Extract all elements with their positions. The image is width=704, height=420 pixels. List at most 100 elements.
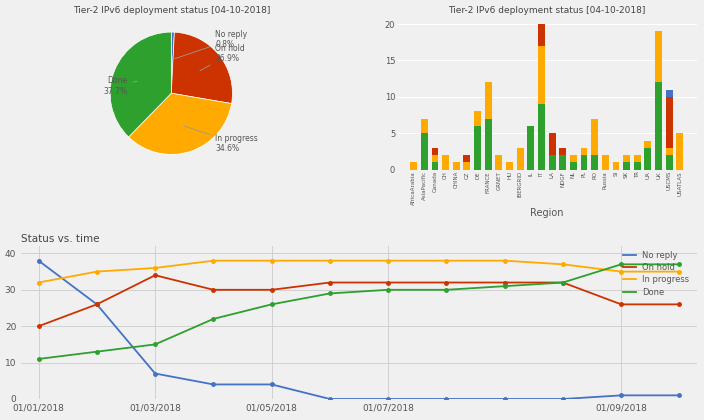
Wedge shape <box>110 32 171 137</box>
Bar <box>666 97 672 148</box>
No reply <box>675 393 684 398</box>
Text: On hold
26.9%: On hold 26.9% <box>200 44 245 71</box>
Bar <box>602 155 609 170</box>
Done <box>617 262 625 267</box>
Done <box>675 262 684 267</box>
Bar <box>506 163 513 170</box>
On hold <box>675 302 684 307</box>
Done <box>209 316 218 321</box>
Line: On hold: On hold <box>37 273 681 328</box>
In progress <box>559 262 567 267</box>
In progress <box>617 269 625 274</box>
Wedge shape <box>171 32 232 104</box>
Text: Status vs. time: Status vs. time <box>21 234 100 244</box>
On hold <box>268 287 276 292</box>
Done <box>34 357 43 362</box>
Bar <box>655 82 662 170</box>
Bar <box>666 89 672 97</box>
Bar <box>634 155 641 163</box>
Bar <box>666 155 672 170</box>
On hold <box>384 280 392 285</box>
Bar <box>655 32 662 82</box>
On hold <box>151 273 159 278</box>
Bar <box>570 155 577 163</box>
Bar <box>527 126 534 170</box>
In progress <box>442 258 451 263</box>
Bar <box>581 155 588 170</box>
Bar <box>623 163 630 170</box>
Bar <box>474 126 481 170</box>
Bar <box>666 148 672 155</box>
Line: No reply: No reply <box>37 259 681 401</box>
Bar <box>442 155 449 170</box>
Bar <box>559 155 566 170</box>
Done <box>384 287 392 292</box>
Bar <box>421 119 428 133</box>
On hold <box>559 280 567 285</box>
In progress <box>675 269 684 274</box>
Bar <box>538 104 545 170</box>
Bar <box>634 163 641 170</box>
Done <box>559 280 567 285</box>
No reply <box>209 382 218 387</box>
X-axis label: Region: Region <box>530 207 563 218</box>
Bar <box>463 155 470 163</box>
In progress <box>34 280 43 285</box>
Bar <box>538 24 545 46</box>
Bar <box>485 82 491 119</box>
Bar <box>432 155 439 163</box>
No reply <box>442 396 451 402</box>
No reply <box>384 396 392 402</box>
Text: No reply
0.8%: No reply 0.8% <box>175 30 248 59</box>
In progress <box>93 269 101 274</box>
Bar <box>432 163 439 170</box>
Bar <box>559 148 566 155</box>
In progress <box>384 258 392 263</box>
Done <box>501 284 509 289</box>
Bar <box>421 133 428 170</box>
No reply <box>268 382 276 387</box>
In progress <box>501 258 509 263</box>
No reply <box>151 371 159 376</box>
Bar <box>591 155 598 170</box>
Title: Tier-2 IPv6 deployment status [04-10-2018]: Tier-2 IPv6 deployment status [04-10-201… <box>73 5 270 15</box>
Line: In progress: In progress <box>37 259 681 284</box>
Bar <box>570 163 577 170</box>
No reply <box>617 393 625 398</box>
Text: Done
37.7%: Done 37.7% <box>103 76 137 96</box>
Line: Done: Done <box>37 262 681 361</box>
No reply <box>501 396 509 402</box>
Done <box>93 349 101 354</box>
On hold <box>501 280 509 285</box>
No reply <box>34 258 43 263</box>
No reply <box>559 396 567 402</box>
On hold <box>617 302 625 307</box>
Bar <box>612 163 620 170</box>
Wedge shape <box>171 32 175 93</box>
Bar <box>548 155 555 170</box>
No reply <box>93 302 101 307</box>
Bar <box>623 155 630 163</box>
In progress <box>268 258 276 263</box>
Done <box>268 302 276 307</box>
On hold <box>93 302 101 307</box>
Title: Tier-2 IPv6 deployment status [04-10-2018]: Tier-2 IPv6 deployment status [04-10-201… <box>448 5 646 15</box>
Bar <box>410 163 417 170</box>
On hold <box>34 324 43 329</box>
Bar <box>432 148 439 155</box>
In progress <box>326 258 334 263</box>
No reply <box>326 396 334 402</box>
On hold <box>326 280 334 285</box>
Bar <box>591 119 598 155</box>
Legend: No reply, On hold, In progress, Done: No reply, On hold, In progress, Done <box>620 247 693 300</box>
Bar <box>538 46 545 104</box>
Bar <box>517 148 524 170</box>
Done <box>442 287 451 292</box>
Bar <box>453 163 460 170</box>
Wedge shape <box>129 93 232 155</box>
Bar <box>496 155 503 170</box>
Bar <box>581 148 588 155</box>
Bar <box>644 148 651 170</box>
Bar <box>474 111 481 126</box>
Bar <box>548 133 555 155</box>
